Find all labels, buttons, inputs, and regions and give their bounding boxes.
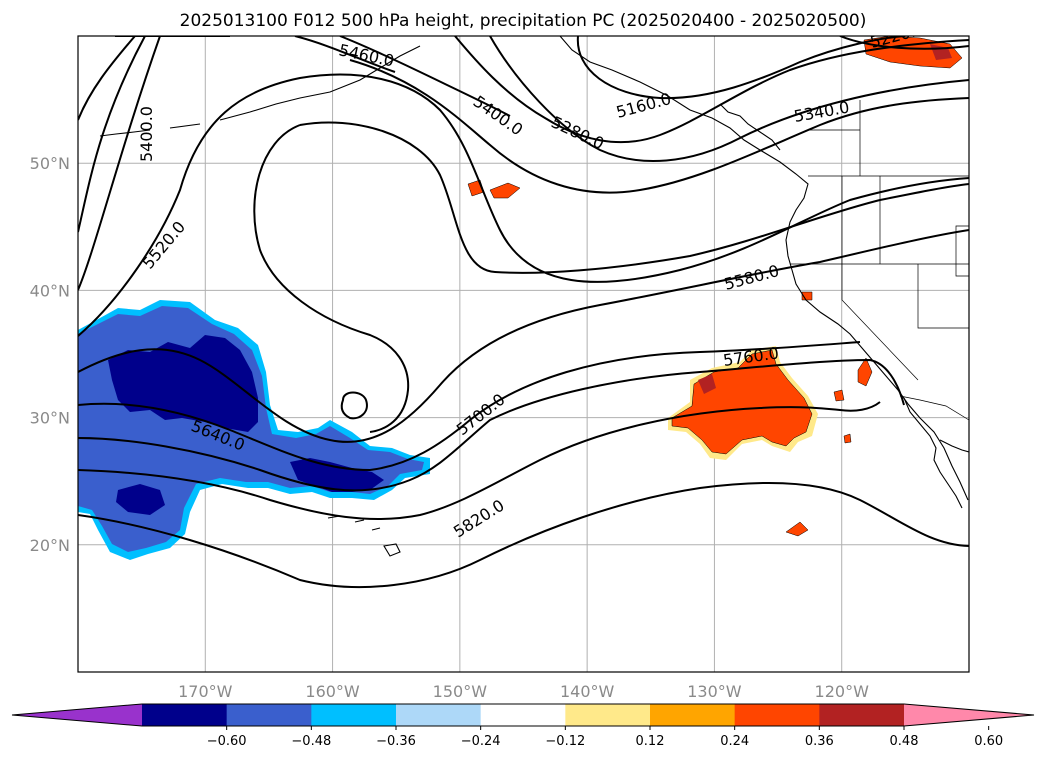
lon-tick-label: 120°W [815,682,870,701]
colorbar-tick-label: 0.36 [805,734,834,749]
longitude-labels: 170°W 160°W 150°W 140°W 130°W 120°W [178,682,869,701]
coastline-north-america [559,36,969,501]
colorbar-segment [565,704,651,726]
precip-spot-4 [785,521,809,537]
colorbar-tick-label: −0.24 [461,734,501,749]
contour-small-low [340,391,368,420]
border-states-5 [955,225,969,277]
colorbar-tick-label: −0.48 [291,734,331,749]
coastline-baja [903,397,963,509]
map-panel: 5460.0 5400.0 5400.0 5280.0 5160.0 5340.… [77,35,970,673]
latitude-labels: 20°N 30°N 40°N 50°N [30,154,70,555]
lon-tick-label: 150°W [433,682,488,701]
coastline-hawaii [327,515,401,557]
contour-5820 [78,482,969,588]
precip-shade-minus-048-c [116,484,165,515]
colorbar-tick-label: 0.12 [636,734,665,749]
colorbar: −0.60 −0.48 −0.36 −0.24 −0.12 0.12 0.24 0.36 0.4… [11,703,1035,749]
colorbar-tick-label: 0.48 [890,734,919,749]
coastlines [99,36,969,557]
contour-label: 5400.0 [137,106,156,162]
colorbar-outline [11,703,1035,727]
lon-tick-label: 170°W [178,682,233,701]
lat-tick-label: 30°N [30,409,70,428]
border-states-2 [841,176,919,381]
precip-spot-2 [489,182,521,199]
precip-spot-8 [843,433,852,444]
colorbar-tick-label: 0.60 [974,734,1003,749]
contour-5460 [294,36,396,73]
lon-tick-label: 140°W [560,682,615,701]
contour-5400-d [78,36,969,291]
colorbar-segment [480,704,566,726]
contour-5580 [78,229,969,443]
colorbar-tick-label: −0.60 [207,734,247,749]
colorbar-segment [734,704,820,726]
colorbar-tick-label: −0.36 [376,734,416,749]
colorbar-segment [142,704,228,726]
precip-shade-plus-048 [698,374,716,394]
border-us-mexico [899,395,969,421]
contour-5400-a [78,36,136,121]
map-title: 2025013100 F012 500 hPa height, precipit… [180,11,867,31]
map-frame [77,35,970,673]
contour-5700 [78,358,905,492]
colorbar-segment [226,704,312,726]
lat-tick-label: 40°N [30,281,70,300]
coastline-bc-islands [719,103,781,151]
contour-5760 [78,401,881,520]
contour-5520 [78,73,969,337]
colorbar-extend-low [12,704,142,726]
contour-5340 [489,36,969,163]
colorbar-tick-label: −0.12 [545,734,585,749]
lon-tick-label: 130°W [687,682,742,701]
colorbar-tick-label: 0.24 [720,734,749,749]
coastline-gulf [939,439,969,453]
contour-5220-arc [839,36,969,50]
colorbar-segment [650,704,736,726]
colorbar-segment [396,704,482,726]
lat-tick-label: 20°N [30,536,70,555]
contour-5280 [454,36,969,144]
lon-tick-label: 160°W [305,682,360,701]
contour-closed-low [253,121,969,433]
contour-5400-c [78,36,230,233]
borders [790,100,969,421]
border-states-4 [917,264,969,329]
height-contours [78,36,969,588]
contour-5160 [576,36,906,100]
precip-shade-minus-048-b [290,458,384,492]
contour-5640 [78,341,861,472]
precip-spot-7 [833,389,845,402]
colorbar-extend-high [904,704,1034,726]
precip-positive-region [467,36,963,537]
colorbar-segment [311,704,397,726]
lat-tick-label: 50°N [30,154,70,173]
colorbar-segment [819,704,905,726]
contour-5400-b [339,36,511,117]
